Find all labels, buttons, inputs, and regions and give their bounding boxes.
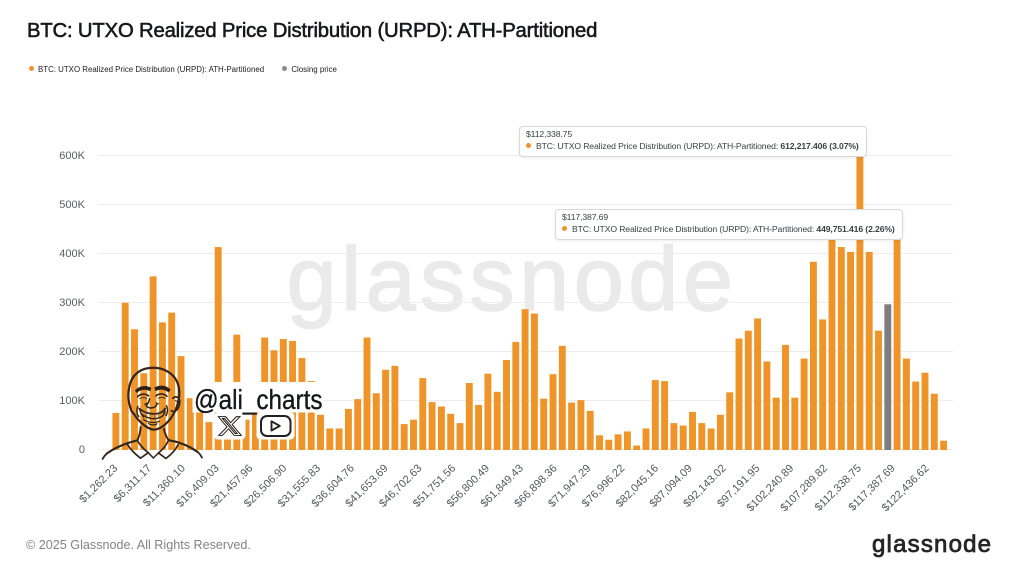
svg-text:0: 0: [79, 444, 85, 456]
svg-text:@ali_charts: @ali_charts: [194, 384, 323, 415]
svg-text:400K: 400K: [59, 248, 85, 260]
svg-text:600K: 600K: [59, 150, 85, 162]
svg-text:100K: 100K: [59, 395, 85, 407]
svg-text:300K: 300K: [59, 297, 85, 309]
svg-text:glassnode: glassnode: [287, 230, 738, 330]
svg-text:500K: 500K: [59, 199, 85, 211]
svg-text:200K: 200K: [59, 346, 85, 358]
